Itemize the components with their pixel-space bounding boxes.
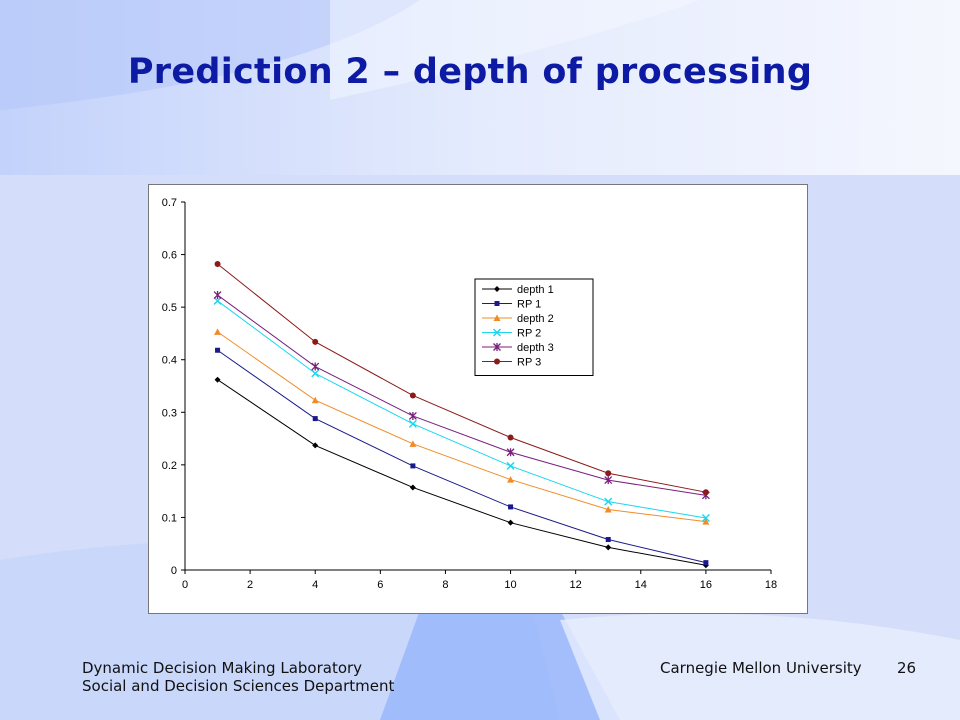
x-tick-label: 18: [765, 579, 777, 591]
legend-label: RP 2: [517, 328, 541, 340]
legend: depth 1 RP 1 depth 2 RP 2 depth 3 RP 3: [474, 278, 594, 376]
data-point: [507, 434, 514, 441]
legend-marker: [494, 358, 500, 365]
x-tick-label: 4: [312, 579, 318, 591]
data-point: [604, 506, 612, 513]
data-point: [312, 338, 319, 345]
series-line: [217, 379, 706, 566]
legend-marker: [493, 343, 501, 351]
data-point: [703, 560, 709, 566]
x-tick-label: 14: [635, 579, 647, 591]
data-point: [311, 362, 320, 371]
y-tick-label: 0.6: [162, 250, 177, 262]
data-point: [311, 396, 319, 404]
data-point: [214, 261, 221, 268]
data-point: [408, 419, 417, 428]
series-rp-2: [213, 296, 710, 522]
legend-box: [474, 278, 594, 376]
data-point: [312, 442, 319, 449]
data-point: [604, 497, 613, 506]
y-tick-label: 0.7: [162, 197, 177, 209]
data-point: [507, 519, 514, 526]
legend-label: RP 3: [517, 357, 541, 369]
data-point: [409, 440, 417, 447]
data-point: [213, 291, 222, 300]
series-line: [217, 263, 706, 493]
chart-area: 0 0.1 0.2 0.3 0.4 0.5 0.6 0.7 0 2 4 6 8 10 12 14 16 18 dep…: [148, 184, 808, 614]
series-depth-3: [213, 291, 710, 500]
legend-marker: [494, 301, 500, 306]
data-point: [214, 328, 222, 335]
legend-label: depth 3: [517, 342, 554, 354]
data-point: [701, 513, 710, 522]
data-point: [507, 476, 515, 483]
y-tick-label: 0: [171, 565, 177, 577]
series-line: [217, 331, 706, 523]
slide-title: Prediction 2 – depth of processing: [127, 52, 813, 92]
x-tick-label: 6: [377, 579, 383, 591]
footer-lab-name: Dynamic Decision Making Laboratory: [82, 659, 363, 677]
data-point: [702, 518, 710, 525]
legend-marker: [493, 314, 501, 321]
series-line: [217, 300, 706, 519]
data-point: [408, 411, 417, 420]
y-tick-label: 0.1: [162, 512, 177, 524]
footer-lab-info: Dynamic Decision Making Laboratory Socia…: [82, 659, 394, 695]
data-point: [605, 537, 611, 543]
data-point: [506, 461, 515, 470]
data-point: [508, 504, 514, 510]
y-tick-label: 0.2: [162, 460, 177, 472]
data-point: [605, 470, 612, 477]
series-depth-1: [214, 376, 709, 569]
x-tick-label: 0: [182, 579, 188, 591]
data-point: [311, 369, 320, 378]
data-point: [215, 347, 221, 353]
y-tick-label: 0.4: [162, 355, 177, 367]
legend-marker: [494, 286, 500, 292]
legend-marker: [493, 328, 501, 337]
y-tick-label: 0.5: [162, 302, 177, 314]
x-tick-label: 12: [570, 579, 582, 591]
legend-label: depth 1: [517, 284, 554, 296]
series-rp-3: [214, 261, 709, 496]
data-point: [409, 484, 416, 491]
data-point: [214, 376, 221, 383]
series-line: [217, 349, 707, 564]
data-point: [312, 416, 318, 422]
footer-department: Social and Decision Sciences Department: [82, 677, 395, 695]
legend-label: RP 1: [517, 299, 541, 311]
data-point: [702, 489, 709, 496]
x-tick-label: 16: [700, 579, 712, 591]
series-rp-1: [215, 347, 709, 566]
data-point: [702, 562, 709, 569]
data-point: [604, 476, 613, 485]
series-depth-2: [214, 328, 710, 525]
footer-university: Carnegie Mellon University: [660, 659, 862, 677]
x-tick-label: 10: [504, 579, 516, 591]
data-point: [506, 448, 515, 457]
legend-label: depth 2: [517, 313, 554, 325]
y-tick-label: 0.3: [162, 407, 177, 419]
data-point: [410, 463, 416, 469]
line-chart: 0 0.1 0.2 0.3 0.4 0.5 0.6 0.7 0 2 4 6 8 10 12 14 16 18 dep…: [162, 197, 777, 591]
data-point: [409, 392, 416, 399]
x-tick-label: 8: [442, 579, 448, 591]
series-line: [217, 294, 706, 496]
x-tick-label: 2: [247, 579, 253, 591]
page-number: 26: [897, 659, 917, 677]
data-point: [605, 544, 612, 551]
data-point: [213, 296, 222, 305]
